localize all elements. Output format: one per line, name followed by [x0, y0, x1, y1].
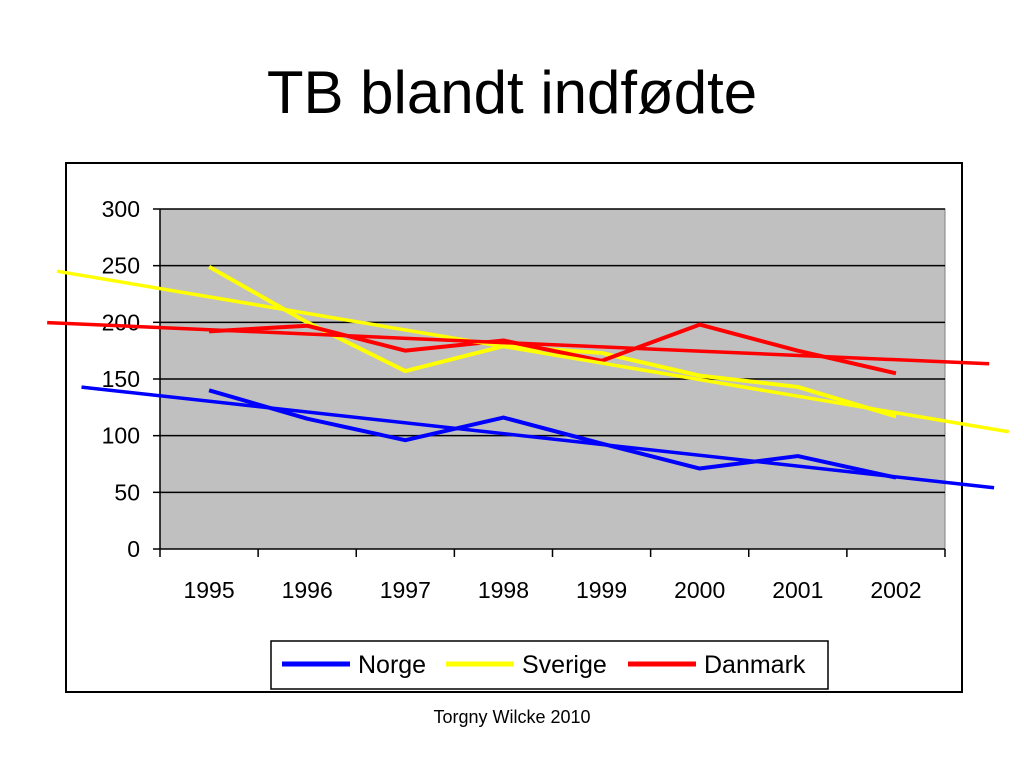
- y-tick-label: 150: [102, 366, 140, 392]
- legend: Norge Sverige Danmark: [270, 640, 829, 690]
- footer-credit: Torgny Wilcke 2010: [433, 707, 591, 727]
- trendline-norge: [81, 385, 995, 490]
- x-tick-label: 1998: [478, 577, 529, 603]
- y-tick-label: 250: [102, 253, 140, 279]
- legend-label-danmark: Danmark: [704, 651, 806, 679]
- legend-label-norge: Norge: [358, 651, 426, 679]
- y-tick-label: 0: [127, 536, 140, 562]
- x-tick-label: 2000: [674, 577, 725, 603]
- y-tick-label: 300: [102, 196, 140, 222]
- y-tick-label: 200: [102, 309, 140, 335]
- y-tick-label: 50: [114, 479, 140, 505]
- x-tick-label: 2002: [870, 577, 921, 603]
- trendline-danmark: [47, 320, 990, 366]
- legend-label-sverige: Sverige: [522, 651, 607, 679]
- trendline-sverige: [56, 269, 1010, 434]
- series-line-norge: [208, 388, 897, 480]
- x-tick-label: 2001: [772, 577, 823, 603]
- x-tick-label: 1995: [183, 577, 234, 603]
- x-tick-label: 1996: [282, 577, 333, 603]
- legend-box: [270, 640, 829, 690]
- y-tick-label: 100: [102, 423, 140, 449]
- x-tick-label: 1999: [576, 577, 627, 603]
- x-tick-label: 1997: [380, 577, 431, 603]
- series-line-danmark: [208, 322, 897, 376]
- slide-title: TB blandt indfødte: [266, 59, 758, 126]
